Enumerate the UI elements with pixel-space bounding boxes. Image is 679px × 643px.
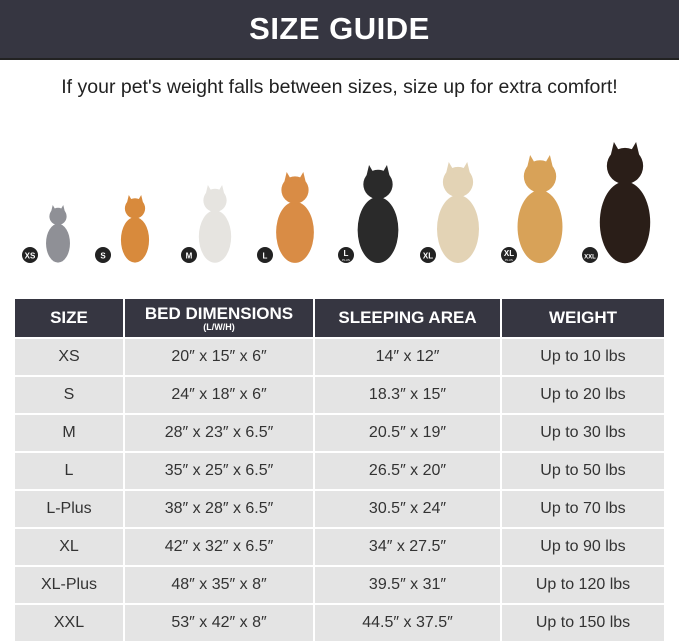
cell-size: L	[13, 451, 125, 491]
cell-bed-dimensions: 20″ x 15″ x 6″	[123, 337, 315, 377]
cell-sleeping-area: 20.5″ x 19″	[313, 413, 502, 453]
svg-text:M: M	[186, 252, 193, 261]
cell-weight: Up to 120 lbs	[500, 565, 666, 605]
svg-text:PLUS: PLUS	[342, 258, 350, 262]
table-row: XL 42″ x 32″ x 6.5″ 34″ x 27.5″ Up to 90 lb…	[13, 527, 666, 567]
page-title: SIZE GUIDE	[0, 0, 679, 60]
header-sleeping-area: SLEEPING AREA	[313, 297, 502, 339]
size-badge: XL	[420, 247, 436, 263]
svg-text:XL: XL	[423, 252, 433, 261]
cell-size: XXL	[13, 603, 125, 643]
svg-text:L: L	[344, 249, 349, 258]
header-bed-dimensions: BED DIMENSIONS (L/W/H)	[123, 297, 315, 339]
cell-bed-dimensions: 38″ x 28″ x 6.5″	[123, 489, 315, 529]
cell-bed-dimensions: 42″ x 32″ x 6.5″	[123, 527, 315, 567]
svg-text:PLUS: PLUS	[505, 258, 513, 262]
cell-size: S	[13, 375, 125, 415]
header-weight: WEIGHT	[500, 297, 666, 339]
table-row: XS 20″ x 15″ x 6″ 14″ x 12″ Up to 10 lbs	[13, 337, 666, 377]
table-row: M 28″ x 23″ x 6.5″ 20.5″ x 19″ Up to 30 lbs	[13, 413, 666, 453]
cell-bed-dimensions: 53″ x 42″ x 8″	[123, 603, 315, 643]
table-row: L 35″ x 25″ x 6.5″ 26.5″ x 20″ Up to 50 lbs	[13, 451, 666, 491]
size-table: SIZE BED DIMENSIONS (L/W/H) SLEEPING AREA…	[13, 297, 666, 643]
table-row: S 24″ x 18″ x 6″ 18.3″ x 15″ Up to 20 lbs	[13, 375, 666, 415]
cell-bed-dimensions: 28″ x 23″ x 6.5″	[123, 413, 315, 453]
cell-size: M	[13, 413, 125, 453]
pet-french-bulldog	[198, 185, 232, 263]
cell-weight: Up to 70 lbs	[500, 489, 666, 529]
size-badge: S	[95, 247, 111, 263]
cell-weight: Up to 10 lbs	[500, 337, 666, 377]
cell-weight: Up to 150 lbs	[500, 603, 666, 643]
cell-weight: Up to 20 lbs	[500, 375, 666, 415]
cell-weight: Up to 90 lbs	[500, 527, 666, 567]
size-badge: L	[257, 247, 273, 263]
cell-sleeping-area: 44.5″ x 37.5″	[313, 603, 502, 643]
table-row: XL-Plus 48″ x 35″ x 8″ 39.5″ x 31″ Up to 12…	[13, 565, 666, 605]
cell-size: XL-Plus	[13, 565, 125, 605]
size-badge: XS	[22, 247, 38, 263]
table-row: L-Plus 38″ x 28″ x 6.5″ 30.5″ x 24″ Up to 7…	[13, 489, 666, 529]
subtitle: If your pet's weight falls between sizes…	[61, 76, 618, 98]
pet-shiba-inu	[276, 172, 314, 263]
cell-bed-dimensions: 35″ x 25″ x 6.5″	[123, 451, 315, 491]
size-badge: XXL	[582, 247, 598, 263]
pet-border-collie	[357, 165, 399, 263]
svg-text:XL: XL	[504, 249, 514, 258]
pet-gray-cat	[46, 205, 70, 263]
cell-weight: Up to 30 lbs	[500, 413, 666, 453]
cell-size: XL	[13, 527, 125, 567]
svg-text:XXL: XXL	[584, 255, 596, 261]
pet-pomeranian	[120, 195, 150, 263]
cell-sleeping-area: 39.5″ x 31″	[313, 565, 502, 605]
pet-labrador	[437, 162, 479, 263]
cell-sleeping-area: 34″ x 27.5″	[313, 527, 502, 567]
svg-text:L: L	[263, 252, 268, 261]
pet-golden-retriever	[517, 155, 563, 264]
cell-sleeping-area: 18.3″ x 15″	[313, 375, 502, 415]
cell-bed-dimensions: 48″ x 35″ x 8″	[123, 565, 315, 605]
header-size: SIZE	[13, 297, 125, 339]
table-row: XXL 53″ x 42″ x 8″ 44.5″ x 37.5″ Up to 150 …	[13, 603, 666, 643]
cell-weight: Up to 50 lbs	[500, 451, 666, 491]
svg-text:S: S	[100, 252, 106, 261]
svg-text:XS: XS	[25, 252, 36, 261]
cell-size: XS	[13, 337, 125, 377]
cell-sleeping-area: 14″ x 12″	[313, 337, 502, 377]
cell-sleeping-area: 26.5″ x 20″	[313, 451, 502, 491]
cell-size: L-Plus	[13, 489, 125, 529]
cell-sleeping-area: 30.5″ x 24″	[313, 489, 502, 529]
pet-doberman	[599, 142, 651, 264]
size-badge: M	[181, 247, 197, 263]
cell-bed-dimensions: 24″ x 18″ x 6″	[123, 375, 315, 415]
